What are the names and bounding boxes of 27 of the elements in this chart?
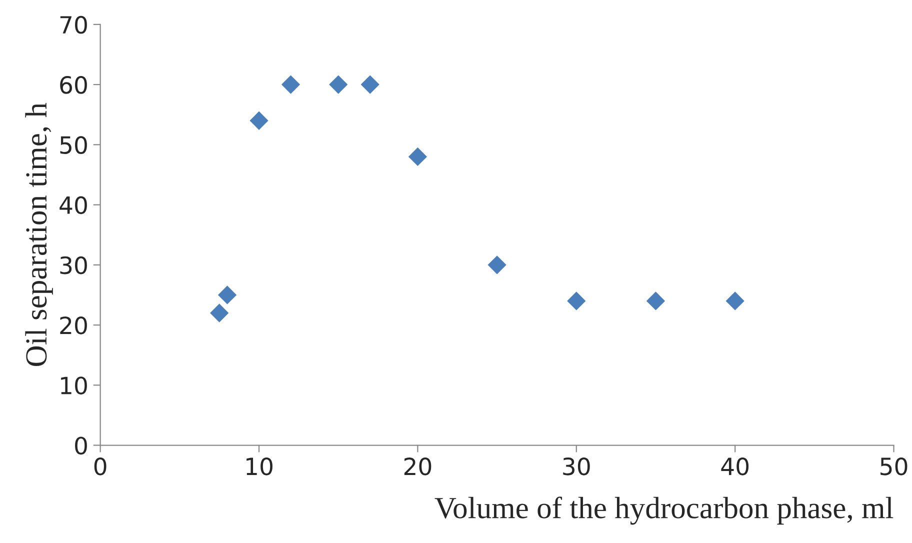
point xyxy=(281,75,300,94)
point xyxy=(646,292,666,310)
y-axis-title: Oil separation time, h xyxy=(25,102,53,366)
x-tick-label: 20 xyxy=(404,457,432,476)
point xyxy=(488,256,506,274)
x-tick-label: 40 xyxy=(721,457,749,476)
y-tick-label: 20 xyxy=(60,316,87,334)
y-tick-label: 70 xyxy=(60,16,87,34)
point xyxy=(218,286,237,304)
y-tick-label: 30 xyxy=(60,256,87,274)
x-tick-label: 0 xyxy=(94,457,106,476)
point xyxy=(250,111,268,130)
y-tick-label: 10 xyxy=(61,376,87,394)
point xyxy=(567,292,586,310)
x-tick-label: 10 xyxy=(246,457,272,476)
point xyxy=(329,75,348,94)
x-tick-label: 50 xyxy=(880,457,908,476)
point xyxy=(408,147,428,166)
x-axis-title: Volume of the hydrocarbon phase, ml xyxy=(434,496,894,525)
point xyxy=(210,304,229,322)
y-tick-label: 40 xyxy=(60,196,87,214)
point xyxy=(726,292,744,310)
y-tick-label: 0 xyxy=(75,436,87,455)
y-tick-label: 60 xyxy=(60,76,87,94)
point xyxy=(360,75,380,94)
y-tick-label: 50 xyxy=(60,136,87,154)
x-tick-label: 30 xyxy=(563,457,590,476)
